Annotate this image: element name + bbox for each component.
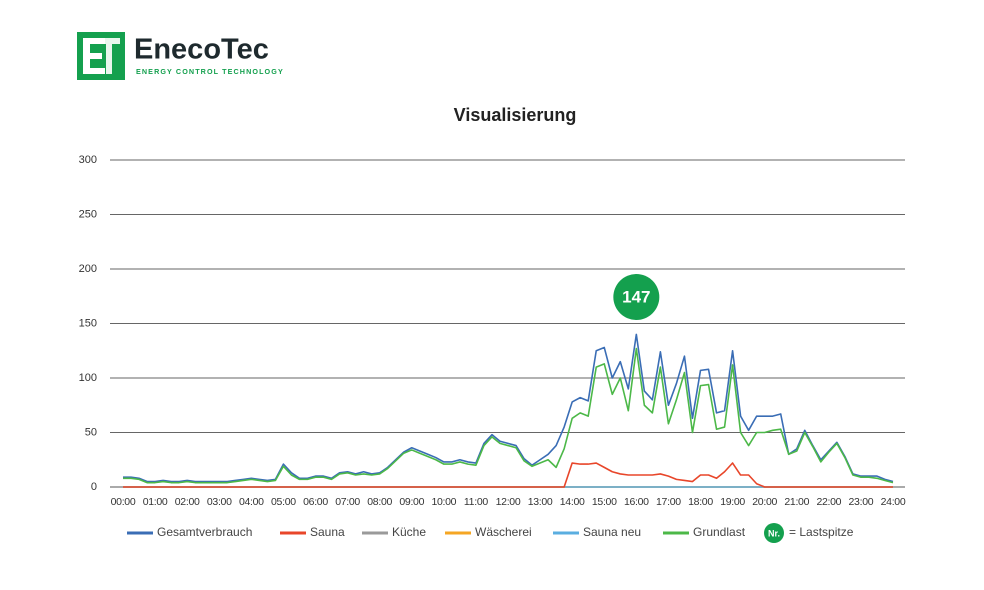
x-tick-label: 22:00 bbox=[816, 496, 841, 508]
x-tick-label: 03:00 bbox=[207, 496, 232, 508]
y-tick-label: 250 bbox=[79, 208, 97, 220]
x-tick-label: 08:00 bbox=[367, 496, 392, 508]
legend-note: = Lastspitze bbox=[789, 525, 854, 539]
y-tick-label: 100 bbox=[79, 372, 97, 384]
legend-label: Sauna bbox=[310, 525, 345, 539]
legend-label: Küche bbox=[392, 525, 426, 539]
x-tick-label: 09:00 bbox=[399, 496, 424, 508]
x-tick-label: 20:00 bbox=[752, 496, 777, 508]
legend-badge-label: Nr. bbox=[768, 528, 780, 538]
x-tick-label: 17:00 bbox=[656, 496, 681, 508]
legend-label: Grundlast bbox=[693, 525, 746, 539]
chart-title: Visualisierung bbox=[454, 105, 577, 125]
series-line bbox=[123, 347, 894, 484]
x-tick-label: 02:00 bbox=[175, 496, 200, 508]
legend-label: Sauna neu bbox=[583, 525, 641, 539]
x-tick-label: 19:00 bbox=[720, 496, 745, 508]
x-tick-label: 15:00 bbox=[592, 496, 617, 508]
x-tick-label: 12:00 bbox=[496, 496, 521, 508]
x-tick-label: 23:00 bbox=[849, 496, 874, 508]
logo-t bbox=[99, 38, 120, 74]
x-tick-label: 18:00 bbox=[688, 496, 713, 508]
x-tick-label: 14:00 bbox=[560, 496, 585, 508]
x-tick-label: 16:00 bbox=[624, 496, 649, 508]
logo-e bbox=[83, 38, 105, 74]
x-tick-label: 00:00 bbox=[111, 496, 136, 508]
peak-badge bbox=[613, 274, 660, 320]
peak-label: 147 bbox=[622, 287, 650, 306]
x-tick-label: 10:00 bbox=[431, 496, 456, 508]
x-tick-label: 24:00 bbox=[881, 496, 906, 508]
x-tick-label: 07:00 bbox=[335, 496, 360, 508]
x-tick-label: 01:00 bbox=[143, 496, 168, 508]
tagline: ENERGY CONTROL TECHNOLOGY bbox=[136, 67, 284, 76]
x-tick-label: 05:00 bbox=[271, 496, 296, 508]
series-line bbox=[123, 462, 893, 488]
logo: EnecoTec ENERGY CONTROL TECHNOLOGY bbox=[77, 32, 284, 80]
x-tick-label: 13:00 bbox=[528, 496, 553, 508]
x-tick-label: 11:00 bbox=[464, 496, 488, 508]
x-tick-label: 04:00 bbox=[239, 496, 264, 508]
y-tick-label: 0 bbox=[91, 481, 97, 493]
y-tick-label: 200 bbox=[79, 263, 97, 275]
legend-label: Gesamtverbrauch bbox=[157, 525, 252, 539]
series-line bbox=[123, 333, 894, 483]
x-tick-label: 06:00 bbox=[303, 496, 328, 508]
y-tick-label: 300 bbox=[79, 154, 97, 166]
legend-badge bbox=[764, 523, 784, 543]
y-tick-label: 50 bbox=[85, 426, 97, 438]
y-tick-label: 150 bbox=[79, 317, 97, 329]
legend-label: Wäscherei bbox=[475, 525, 532, 539]
brand: EnecoTec bbox=[134, 34, 269, 66]
x-tick-label: 21:00 bbox=[784, 496, 809, 508]
